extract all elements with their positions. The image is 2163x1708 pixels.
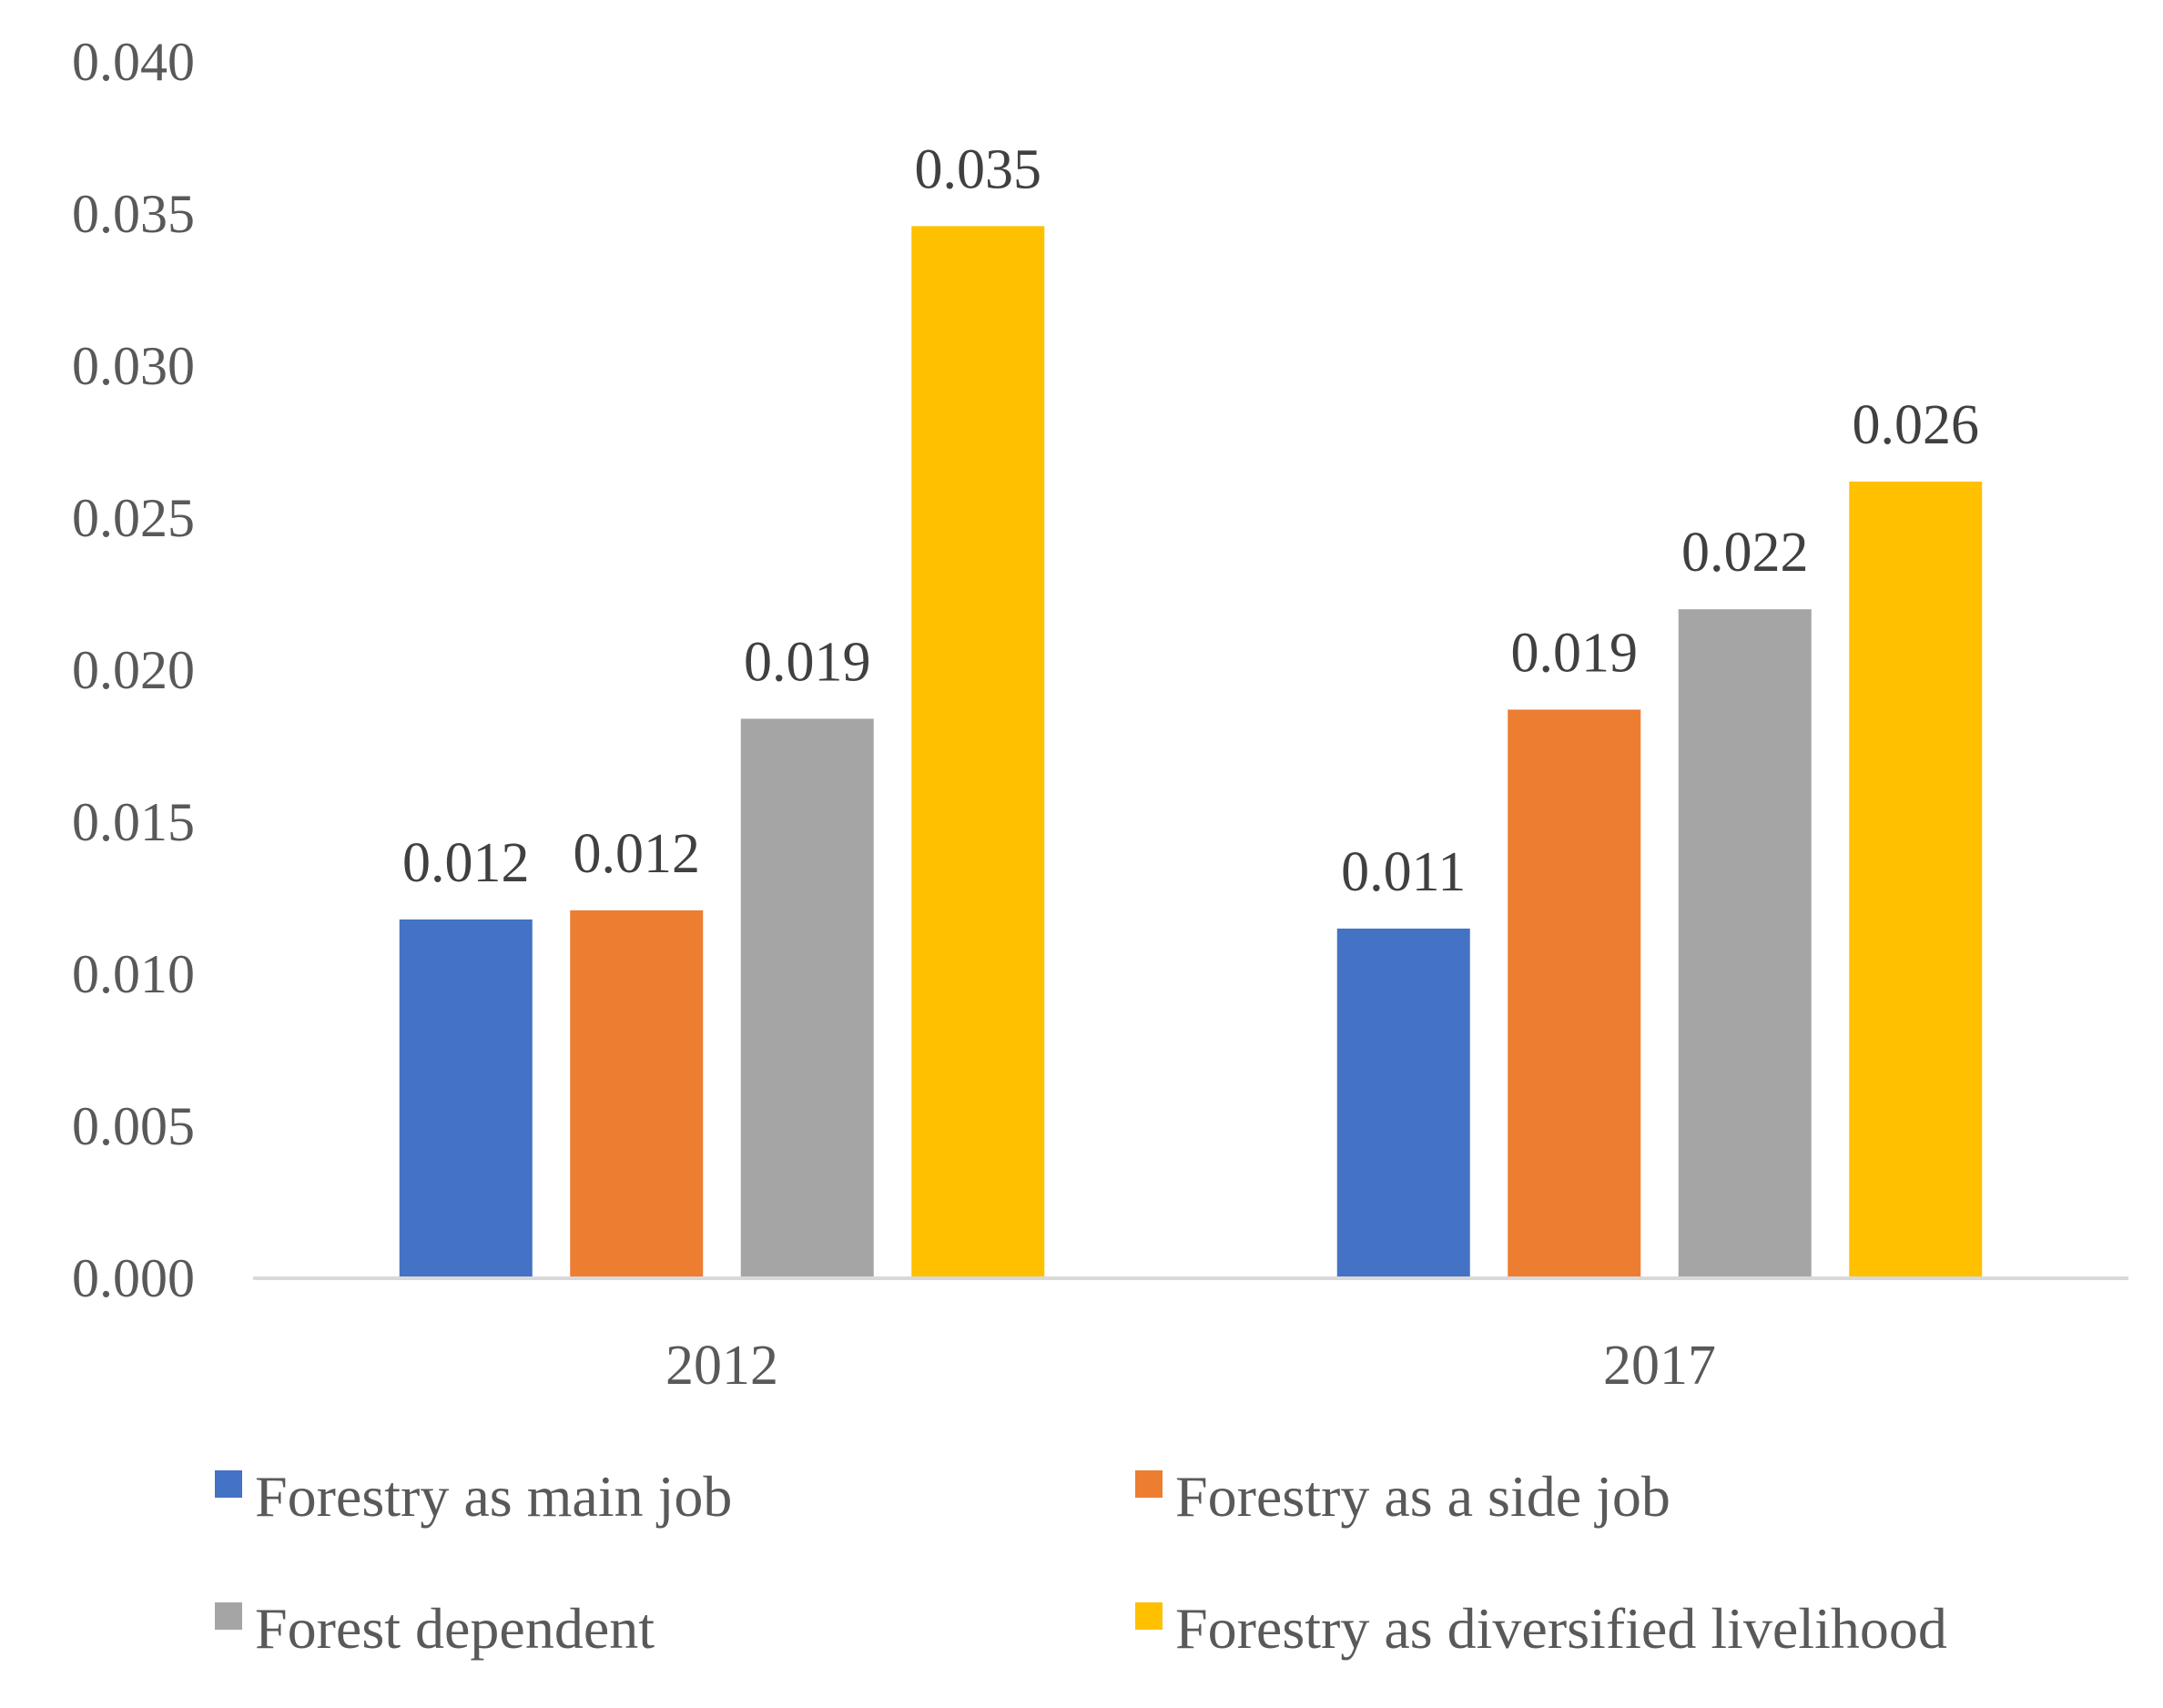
data-label-2012-series-3: 0.035 bbox=[915, 138, 1042, 200]
y-axis: 0.000 0.005 0.010 0.015 0.020 0.025 0.030 0.035… bbox=[72, 32, 195, 1308]
data-label-2017-series-3: 0.026 bbox=[1853, 394, 1980, 456]
bar-2012-series-0 bbox=[399, 919, 533, 1278]
data-label-2012-series-0: 0.012 bbox=[402, 832, 530, 894]
legend-swatch-3 bbox=[1135, 1602, 1163, 1630]
legend-item-3: Forestry as diversified livelihood bbox=[1135, 1596, 1947, 1661]
legend-label-1: Forestry as a side job bbox=[1175, 1464, 1670, 1529]
legend-label-3: Forestry as diversified livelihood bbox=[1175, 1596, 1947, 1661]
bar-2012-series-1 bbox=[570, 910, 704, 1278]
data-label-2012-series-2: 0.019 bbox=[744, 631, 871, 693]
x-tick-label-2012: 2012 bbox=[665, 1335, 778, 1397]
legend-label-2: Forest dependent bbox=[255, 1596, 655, 1661]
legend-swatch-2 bbox=[215, 1602, 242, 1630]
y-tick-label-0: 0.000 bbox=[72, 1248, 195, 1308]
x-axis: 2012 2017 bbox=[665, 1335, 1716, 1397]
y-tick-label-5: 0.025 bbox=[72, 488, 195, 548]
x-tick-label-2017: 2017 bbox=[1603, 1335, 1716, 1397]
data-label-2017-series-2: 0.022 bbox=[1681, 522, 1809, 584]
y-tick-label-3: 0.015 bbox=[72, 792, 195, 852]
data-label-2017-series-0: 0.011 bbox=[1341, 841, 1466, 903]
bars bbox=[399, 226, 1983, 1279]
legend: Forestry as main job Forestry as a side j… bbox=[215, 1464, 1947, 1661]
legend-label-0: Forestry as main job bbox=[255, 1464, 732, 1529]
legend-swatch-1 bbox=[1135, 1470, 1163, 1498]
legend-item-1: Forestry as a side job bbox=[1135, 1464, 1670, 1529]
y-tick-label-1: 0.005 bbox=[72, 1096, 195, 1156]
y-tick-label-6: 0.030 bbox=[72, 336, 195, 396]
y-tick-label-8: 0.040 bbox=[72, 32, 195, 92]
bar-2017-series-2 bbox=[1678, 609, 1812, 1278]
bar-2017-series-0 bbox=[1336, 928, 1470, 1278]
data-label-2012-series-1: 0.012 bbox=[574, 823, 701, 885]
y-tick-label-7: 0.035 bbox=[72, 184, 195, 244]
bar-2012-series-3 bbox=[911, 226, 1045, 1279]
legend-swatch-0 bbox=[215, 1470, 242, 1498]
bar-2017-series-3 bbox=[1849, 481, 1983, 1278]
bar-2017-series-1 bbox=[1508, 709, 1641, 1278]
legend-item-2: Forest dependent bbox=[215, 1596, 655, 1661]
data-label-2017-series-1: 0.019 bbox=[1511, 622, 1639, 684]
data-labels: 0.012 0.012 0.019 0.035 0.011 0.019 0.022 0.026 bbox=[402, 138, 1979, 903]
y-tick-label-4: 0.020 bbox=[72, 640, 195, 700]
y-tick-label-2: 0.010 bbox=[72, 944, 195, 1004]
legend-item-0: Forestry as main job bbox=[215, 1464, 732, 1529]
bar-2012-series-2 bbox=[740, 718, 874, 1278]
